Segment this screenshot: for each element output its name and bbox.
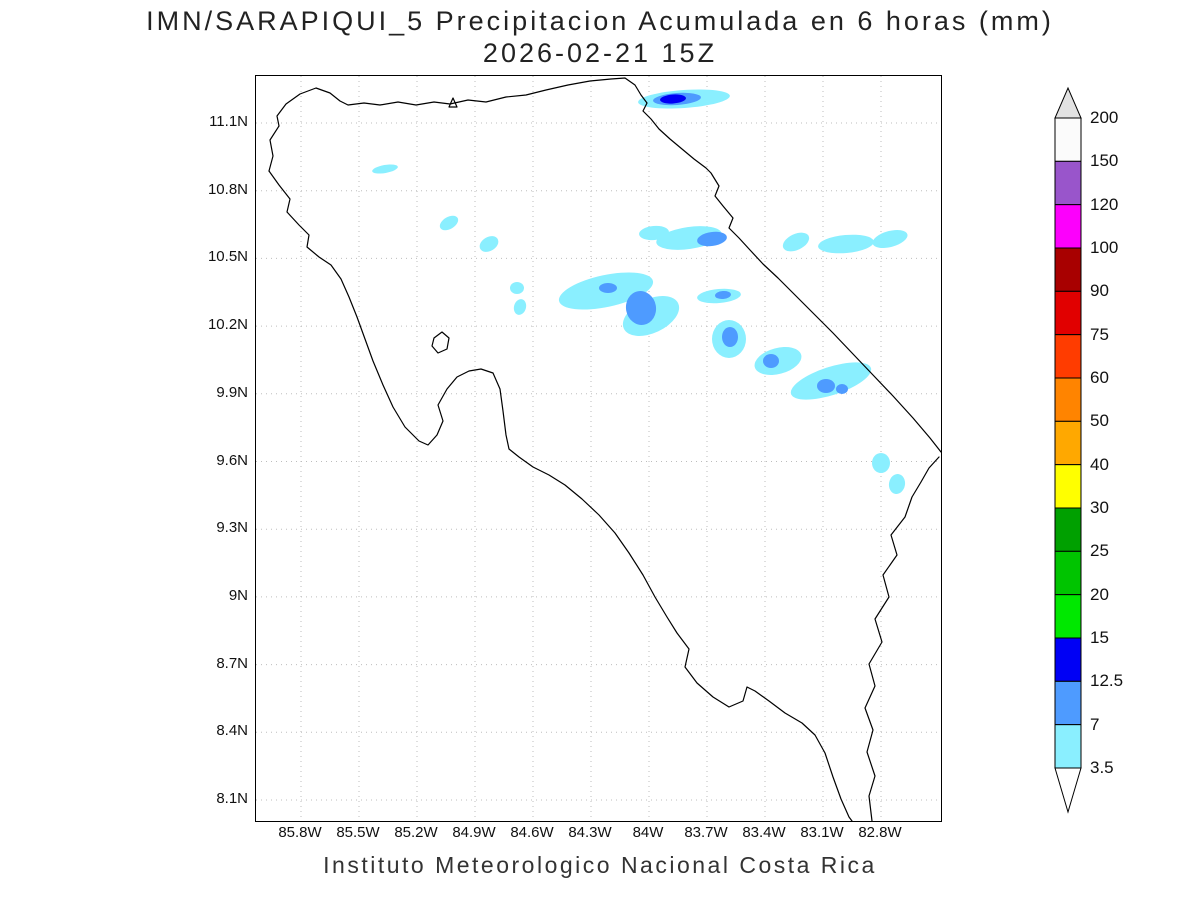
precip-blob-l1 <box>479 236 499 252</box>
precip-layer <box>372 89 908 494</box>
lat-tick-label: 9N <box>228 586 248 604</box>
colorbar-segment <box>1054 637 1082 682</box>
colorbar-level-label: 90 <box>1090 281 1109 301</box>
precip-blob-l1 <box>510 282 524 294</box>
colorbar-level-label: 150 <box>1090 151 1119 171</box>
colorbar-level-label: 60 <box>1090 368 1109 387</box>
lon-tick-label: 85.5W <box>336 824 380 841</box>
lat-tick-label: 9.9N <box>216 383 248 401</box>
colorbar-level-label: 30 <box>1090 498 1109 517</box>
coastline-pacific <box>268 170 853 821</box>
panama-border <box>864 456 940 821</box>
colorbar-level-label: 20 <box>1090 584 1109 604</box>
colorbar-segment <box>1054 117 1082 162</box>
colorbar-level-label: 50 <box>1090 411 1109 431</box>
lon-tick-label: 83.4W <box>742 824 786 841</box>
page-subtitle-datetime: 2026-02-21 15Z <box>482 38 718 68</box>
colorbar-level-label: 25 <box>1090 541 1109 561</box>
precip-blob-l1 <box>372 164 398 174</box>
precip-blob-l1 <box>872 453 890 473</box>
precip-blob-l2 <box>625 291 657 325</box>
colorbar-level-label: 75 <box>1090 324 1109 344</box>
lat-tick-label: 10.5N <box>207 248 248 266</box>
colorbar-level-label: 100 <box>1090 238 1119 257</box>
map-plot-frame <box>255 75 942 822</box>
lon-tick-label: 82.8W <box>858 824 902 841</box>
lat-tick-label: 9.6N <box>216 451 248 469</box>
lon-tick-label: 83.1W <box>800 824 844 841</box>
lat-tick-label: 8.7N <box>216 654 248 672</box>
map-canvas <box>256 76 941 821</box>
colorbar-segments <box>1054 117 1082 769</box>
lon-tick-label: 84.9W <box>452 824 496 841</box>
precip-blob-l2 <box>817 379 835 393</box>
precip-blob-l3 <box>660 94 686 104</box>
colorbar <box>1054 86 1082 814</box>
lat-tick-label: 10.2N <box>207 316 248 334</box>
precip-blob-l2 <box>715 290 731 300</box>
footer-caption: Instituto Meteorologico Nacional Costa R… <box>323 852 877 878</box>
precip-blob-l2 <box>697 231 727 247</box>
lon-tick-label: 85.8W <box>278 824 322 841</box>
colorbar-segment <box>1054 680 1082 726</box>
coastline-north-caribbean <box>268 77 941 453</box>
colorbar-segment <box>1054 507 1082 552</box>
gulf-island <box>431 331 450 354</box>
lat-tick-label: 8.4N <box>216 722 248 740</box>
precip-blob-l2 <box>722 327 738 347</box>
colorbar-segment <box>1054 160 1082 206</box>
precip-blob-l2 <box>599 283 617 293</box>
colorbar-level-label: 40 <box>1090 454 1109 474</box>
colorbar-segment <box>1054 420 1082 466</box>
colorbar-level-label: 15 <box>1090 628 1109 647</box>
colorbar-level-label: 12.5 <box>1090 671 1124 691</box>
colorbar-segment <box>1054 550 1082 596</box>
colorbar-segment <box>1054 594 1082 639</box>
grid-layer <box>256 76 941 821</box>
colorbar-level-label: 200 <box>1090 108 1119 127</box>
precip-blob-l1 <box>888 474 906 494</box>
lon-tick-label: 84W <box>632 824 664 841</box>
volcano-triangle-marker <box>448 97 458 108</box>
colorbar-segment <box>1054 334 1082 379</box>
lon-tick-label: 84.3W <box>568 824 612 841</box>
precip-blob-l1 <box>513 299 527 315</box>
page-title: IMN/SARAPIQUI_5 Precipitacion Acumulada … <box>146 6 1054 36</box>
colorbar-level-label: 3.5 <box>1090 758 1114 777</box>
precip-blob-l1 <box>439 215 459 231</box>
colorbar-level-label: 120 <box>1090 194 1119 214</box>
colorbar-segment <box>1054 247 1082 292</box>
precip-blob-l2 <box>763 354 779 368</box>
colorbar-segment <box>1054 464 1082 509</box>
precip-blob-l2 <box>836 384 848 394</box>
lat-tick-label: 8.1N <box>216 790 248 807</box>
lon-tick-label: 83.7W <box>684 824 728 841</box>
colorbar-lower-arrow <box>1054 767 1082 814</box>
colorbar-segment <box>1054 290 1082 336</box>
lon-tick-label: 85.2W <box>394 824 438 841</box>
colorbar-segment <box>1054 724 1082 769</box>
colorbar-segment <box>1054 377 1082 422</box>
lat-tick-label: 11.1N <box>209 113 248 130</box>
precip-blob-l1 <box>782 232 810 252</box>
precip-blob-l1 <box>872 229 908 249</box>
colorbar-level-label: 7 <box>1090 714 1100 734</box>
lat-tick-label: 9.3N <box>216 519 248 537</box>
precip-blob-l1 <box>818 234 874 254</box>
lon-tick-label: 84.6W <box>510 824 554 841</box>
lat-tick-label: 10.8N <box>207 180 248 198</box>
colorbar-segment <box>1054 204 1082 249</box>
coastline-layer <box>268 77 941 821</box>
colorbar-upper-arrow <box>1054 86 1082 119</box>
